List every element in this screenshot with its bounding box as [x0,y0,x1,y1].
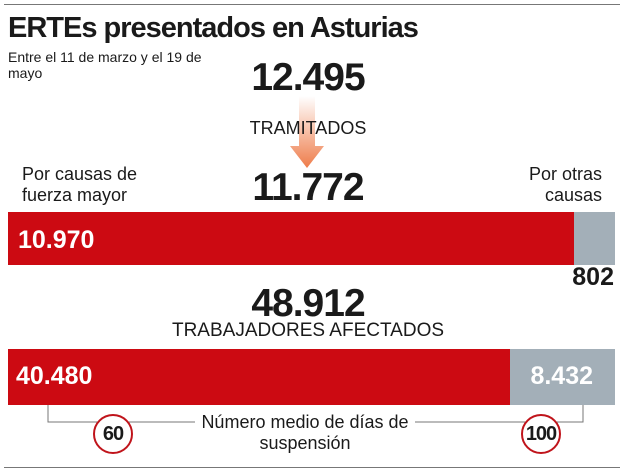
chart-subtitle: Entre el 11 de marzo y el 19 de mayo [8,49,202,81]
tramitados-label: TRAMITADOS [249,118,367,138]
value-label-fuerza-mayor: 10.970 [18,226,95,254]
bar-segment-fuerza-mayor [8,349,511,405]
bracket-lines [47,405,584,423]
bar-segment-fuerza-mayor [8,212,574,265]
top-rule [4,4,620,5]
value-label-fuerza-mayor: 40.480 [16,362,93,390]
category-label-fuerza-mayor: Por causas de fuerza mayor [22,164,138,205]
presentados-total: 12.495 [251,56,365,99]
bar-ertes: 10.970 [8,212,615,265]
chart-title: ERTEs presentados en Asturias [8,12,419,44]
category-label-otras: Por otras causas [528,164,602,205]
arrow-down-icon [290,96,324,168]
trabajadores-total: 48.912 [251,282,365,325]
value-label-otras: 802 [572,263,614,291]
dias-fuerza-mayor-badge: 60 [93,414,133,454]
bottom-rule [4,467,620,468]
tramitados-total: 11.772 [252,166,364,209]
dias-otras-badge: 100 [521,414,561,454]
trabajadores-label: TRABAJADORES AFECTADOS [171,320,445,341]
bar-trabajadores: 40.480 8.432 [8,349,615,405]
value-label-otras: 8.432 [530,362,593,390]
dias-label: Número medio de días de suspensión [201,412,409,453]
